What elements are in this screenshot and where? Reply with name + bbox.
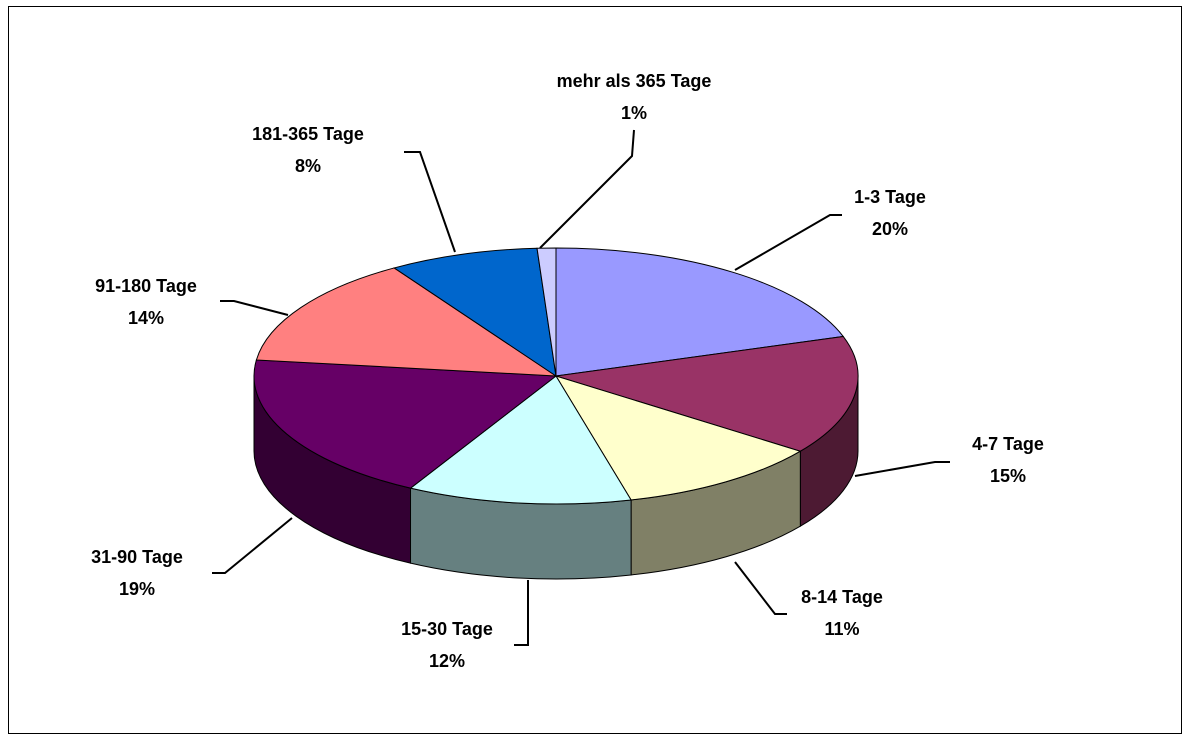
leader-line [539,129,635,249]
slice-value-label: 20% [872,219,908,239]
slice-label: 8-14 Tage [801,587,883,607]
pie-slice [555,247,845,377]
pie-slice [554,375,802,501]
slice-label: 4-7 Tage [972,434,1044,454]
leader-line [404,151,456,253]
leader-line [734,214,842,271]
slice-label: 1-3 Tage [854,187,926,207]
slice-label: 15-30 Tage [401,619,493,639]
slice-value-label: 12% [429,651,465,671]
pie-slice [555,335,859,452]
slice-label: mehr als 365 Tage [557,71,712,91]
slice-value-label: 14% [128,308,164,328]
leader-line [514,580,529,646]
leader-line [854,461,950,477]
slice-label: 91-180 Tage [95,276,197,296]
leader-line [220,300,289,316]
pie-slice [255,267,558,377]
leader-line [212,517,293,574]
slice-label: 31-90 Tage [91,547,183,567]
slice-value-label: 19% [119,579,155,599]
slice-value-label: 11% [824,619,859,639]
slice-value-label: 15% [990,466,1026,486]
slice-value-label: 1% [621,103,647,123]
leader-line [734,561,787,615]
pie-slice [409,375,632,505]
pie-slice [253,359,558,489]
pie-slice [536,247,557,377]
slice-label: 181-365 Tage [252,124,364,144]
pie-slice [392,247,557,378]
slice-value-label: 8% [295,156,321,176]
